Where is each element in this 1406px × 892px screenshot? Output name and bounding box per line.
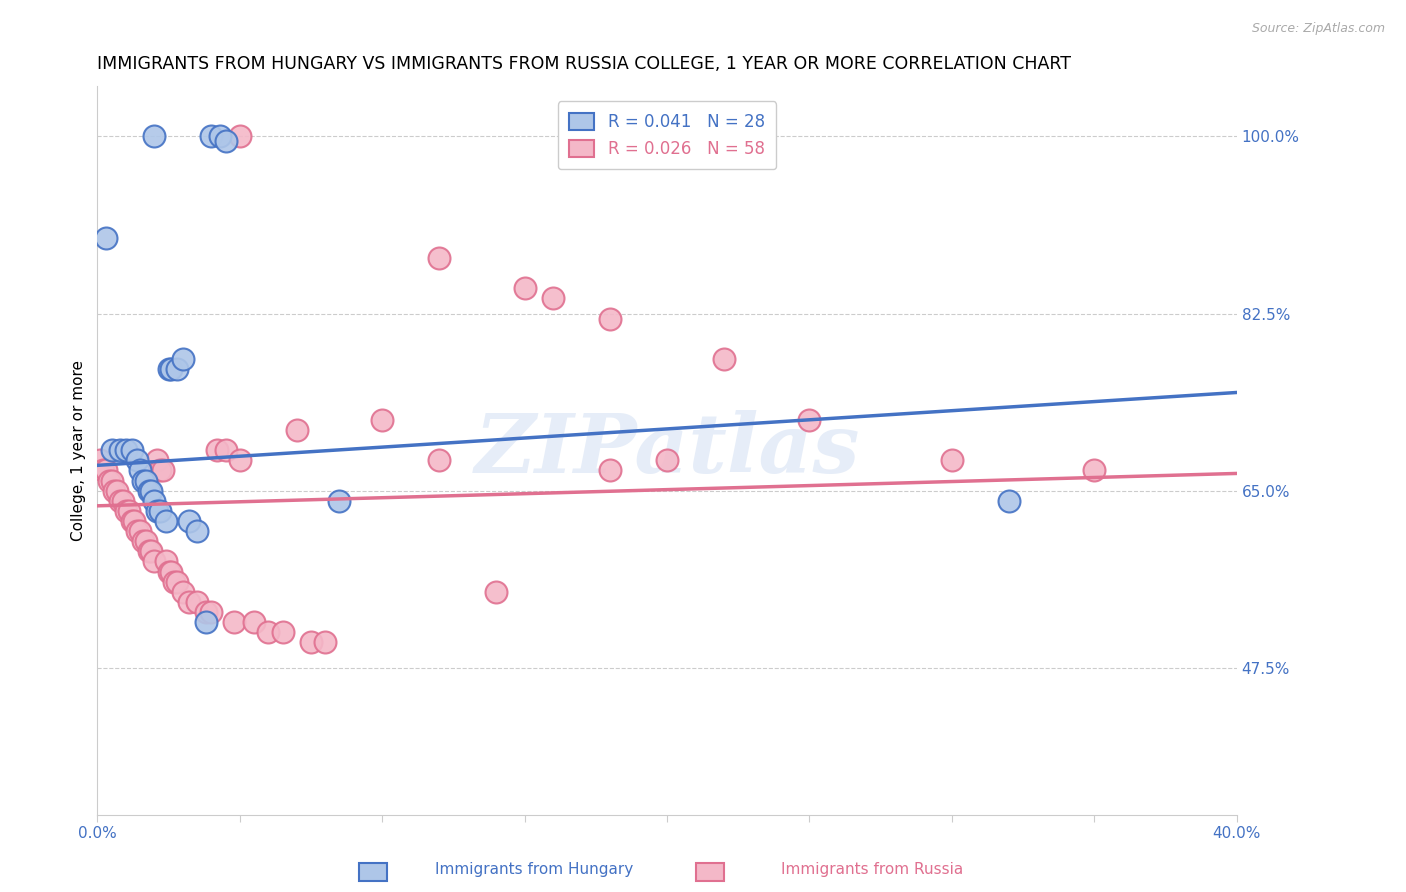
- Point: [94, 230, 117, 244]
- Point: [166, 574, 188, 589]
- Point: [172, 585, 194, 599]
- Point: [485, 585, 508, 599]
- Point: [186, 524, 208, 538]
- Point: [314, 635, 336, 649]
- Point: [214, 135, 236, 149]
- Point: [328, 493, 350, 508]
- Point: [229, 453, 252, 467]
- Point: [200, 129, 222, 144]
- Point: [285, 423, 308, 437]
- Point: [94, 463, 117, 477]
- Point: [135, 474, 157, 488]
- Point: [114, 504, 136, 518]
- Point: [124, 514, 146, 528]
- Point: [111, 493, 134, 508]
- Point: [194, 615, 217, 630]
- Point: [108, 443, 131, 458]
- Point: [118, 504, 141, 518]
- Point: [103, 483, 125, 498]
- Text: IMMIGRANTS FROM HUNGARY VS IMMIGRANTS FROM RUSSIA COLLEGE, 1 YEAR OR MORE CORREL: IMMIGRANTS FROM HUNGARY VS IMMIGRANTS FR…: [97, 55, 1071, 73]
- Point: [177, 595, 200, 609]
- Point: [371, 413, 394, 427]
- Point: [208, 129, 231, 144]
- Point: [205, 443, 228, 458]
- Text: Source: ZipAtlas.com: Source: ZipAtlas.com: [1251, 22, 1385, 36]
- Point: [129, 524, 152, 538]
- Point: [229, 129, 252, 144]
- Point: [1083, 463, 1105, 477]
- Point: [100, 443, 122, 458]
- Legend: R = 0.041   N = 28, R = 0.026   N = 58: R = 0.041 N = 28, R = 0.026 N = 58: [558, 102, 776, 169]
- Point: [138, 483, 160, 498]
- Point: [132, 474, 155, 488]
- Point: [143, 554, 166, 568]
- Y-axis label: College, 1 year or more: College, 1 year or more: [72, 359, 86, 541]
- Point: [299, 635, 322, 649]
- Point: [132, 534, 155, 549]
- Point: [200, 605, 222, 619]
- Point: [97, 474, 120, 488]
- Point: [149, 504, 172, 518]
- Point: [108, 493, 131, 508]
- Point: [89, 453, 111, 467]
- Point: [998, 493, 1021, 508]
- Point: [146, 453, 169, 467]
- Point: [541, 291, 564, 305]
- Point: [513, 281, 536, 295]
- Text: Immigrants from Hungary: Immigrants from Hungary: [434, 863, 634, 877]
- Point: [186, 595, 208, 609]
- Point: [157, 565, 180, 579]
- Point: [160, 362, 183, 376]
- Text: ZIPatlas: ZIPatlas: [474, 410, 860, 491]
- Point: [427, 251, 450, 265]
- Text: Immigrants from Russia: Immigrants from Russia: [780, 863, 963, 877]
- Point: [138, 544, 160, 558]
- Point: [141, 483, 163, 498]
- Point: [194, 605, 217, 619]
- Point: [172, 352, 194, 367]
- Point: [146, 504, 169, 518]
- Point: [152, 463, 174, 477]
- Point: [105, 483, 128, 498]
- Point: [799, 413, 821, 427]
- Point: [91, 463, 114, 477]
- Point: [127, 453, 149, 467]
- Point: [155, 554, 177, 568]
- Point: [121, 443, 143, 458]
- Point: [599, 311, 621, 326]
- Point: [121, 514, 143, 528]
- Point: [160, 565, 183, 579]
- Point: [155, 514, 177, 528]
- Point: [713, 352, 735, 367]
- Point: [214, 443, 236, 458]
- Point: [143, 129, 166, 144]
- Point: [166, 362, 188, 376]
- Point: [114, 443, 136, 458]
- Point: [941, 453, 963, 467]
- Point: [127, 524, 149, 538]
- Point: [271, 625, 294, 640]
- Point: [149, 463, 172, 477]
- Point: [100, 474, 122, 488]
- Point: [427, 453, 450, 467]
- Point: [222, 615, 245, 630]
- Point: [163, 574, 186, 589]
- Point: [157, 362, 180, 376]
- Point: [655, 453, 678, 467]
- Point: [129, 463, 152, 477]
- Point: [135, 534, 157, 549]
- Point: [599, 463, 621, 477]
- Point: [143, 493, 166, 508]
- Point: [141, 544, 163, 558]
- Point: [243, 615, 266, 630]
- Point: [257, 625, 280, 640]
- Point: [177, 514, 200, 528]
